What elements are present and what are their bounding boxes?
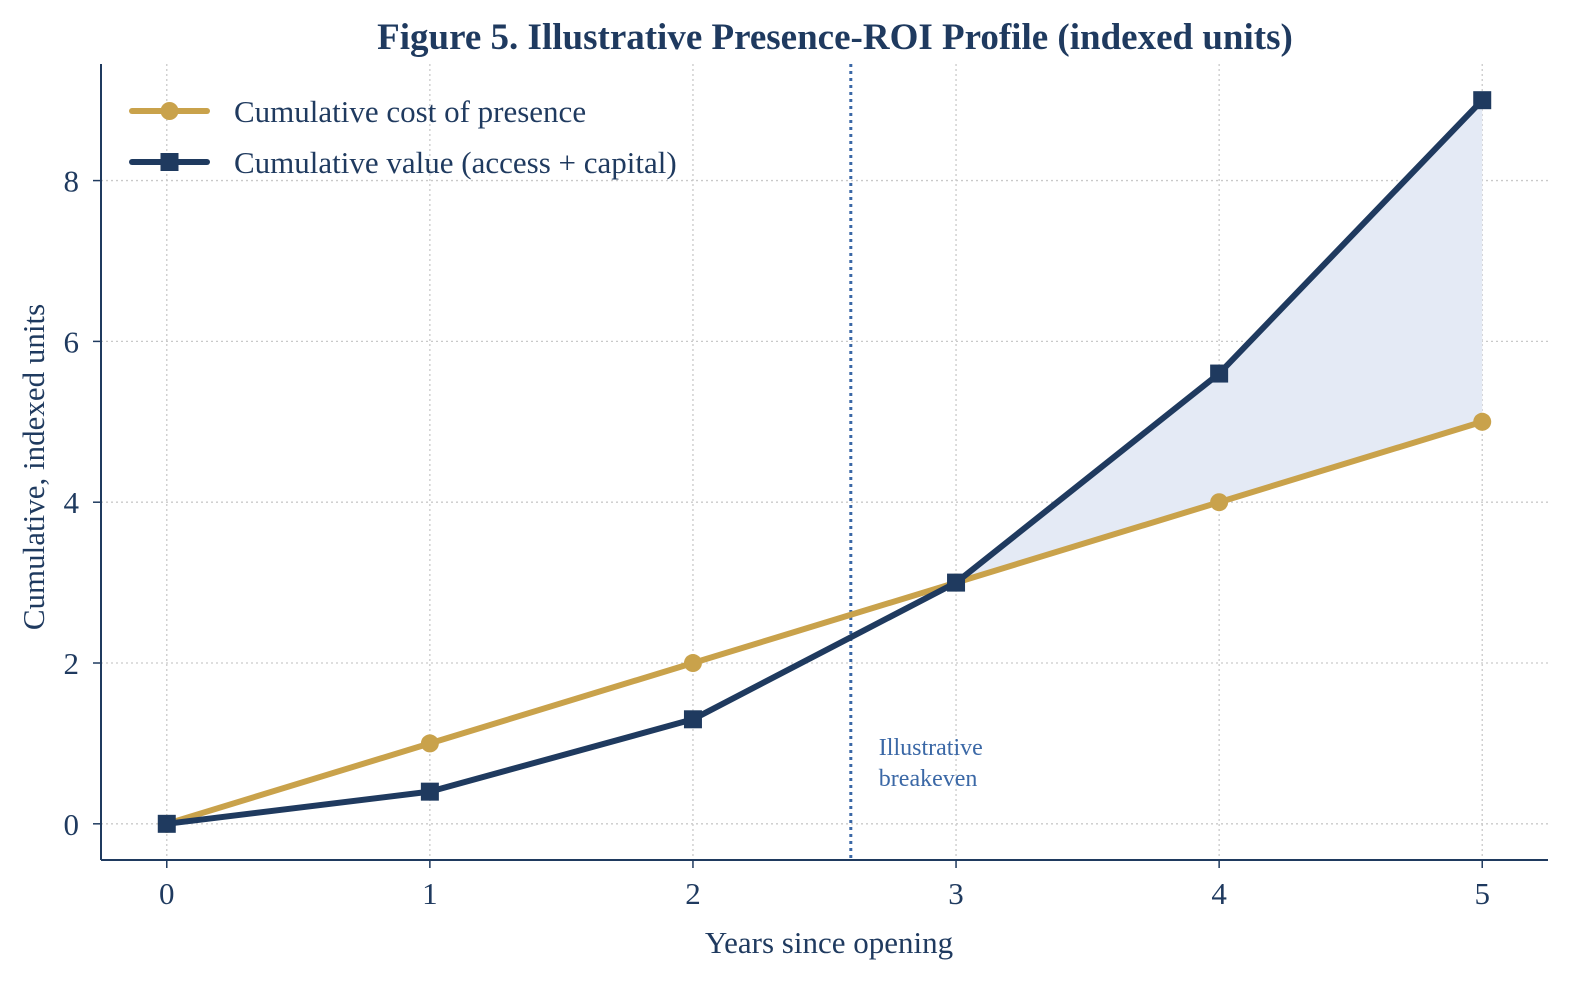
cost-point xyxy=(1210,493,1229,512)
value-point xyxy=(1210,364,1229,383)
x-tick-label: 1 xyxy=(422,876,438,911)
cost-point xyxy=(420,734,439,753)
cost-point xyxy=(1473,412,1492,431)
series-line-1 xyxy=(163,97,1486,827)
breakeven-label-line: Illustrative xyxy=(879,735,983,761)
value-point xyxy=(1473,91,1492,110)
x-tick-label: 5 xyxy=(1474,876,1490,911)
series-line-0 xyxy=(163,418,1486,827)
x-tick-label: 2 xyxy=(685,876,701,911)
x-axis-label: Years since opening xyxy=(705,925,953,960)
cost-point xyxy=(683,654,702,673)
y-tick-label: 0 xyxy=(64,807,80,842)
annotation-layer: Illustrative breakeven xyxy=(849,64,983,860)
chart-title: Figure 5. Illustrative Presence-ROI Prof… xyxy=(377,17,1293,58)
legend-marker-1 xyxy=(160,153,179,171)
y-tick-label: 8 xyxy=(64,164,80,199)
legend: Cumulative cost of presence Cumulative va… xyxy=(129,94,677,180)
value-point xyxy=(157,814,176,833)
x-tick-label: 4 xyxy=(1211,876,1227,911)
y-tick-label: 6 xyxy=(64,324,80,359)
axes: 0 1 2 3 4 5 0 2 4 6 8 xyxy=(64,64,1548,911)
legend-label-1: Cumulative value (access + capital) xyxy=(234,145,677,180)
gain-shaded-region xyxy=(956,100,1483,583)
value-point xyxy=(947,573,966,592)
y-axis-label: Cumulative, indexed units xyxy=(16,304,51,630)
y-tick-label: 4 xyxy=(64,485,80,520)
legend-marker-0 xyxy=(160,102,179,120)
breakeven-label: Illustrative breakeven xyxy=(879,735,983,792)
legend-label-0: Cumulative cost of presence xyxy=(234,94,586,129)
gain-region-fill xyxy=(956,100,1483,583)
series-layer xyxy=(157,91,1492,833)
x-tick-label: 0 xyxy=(159,876,175,911)
x-tick-label: 3 xyxy=(948,876,964,911)
breakeven-label-line: breakeven xyxy=(879,766,978,792)
value-point xyxy=(420,782,439,801)
y-tick-label: 2 xyxy=(64,646,80,681)
value-point xyxy=(683,710,702,729)
